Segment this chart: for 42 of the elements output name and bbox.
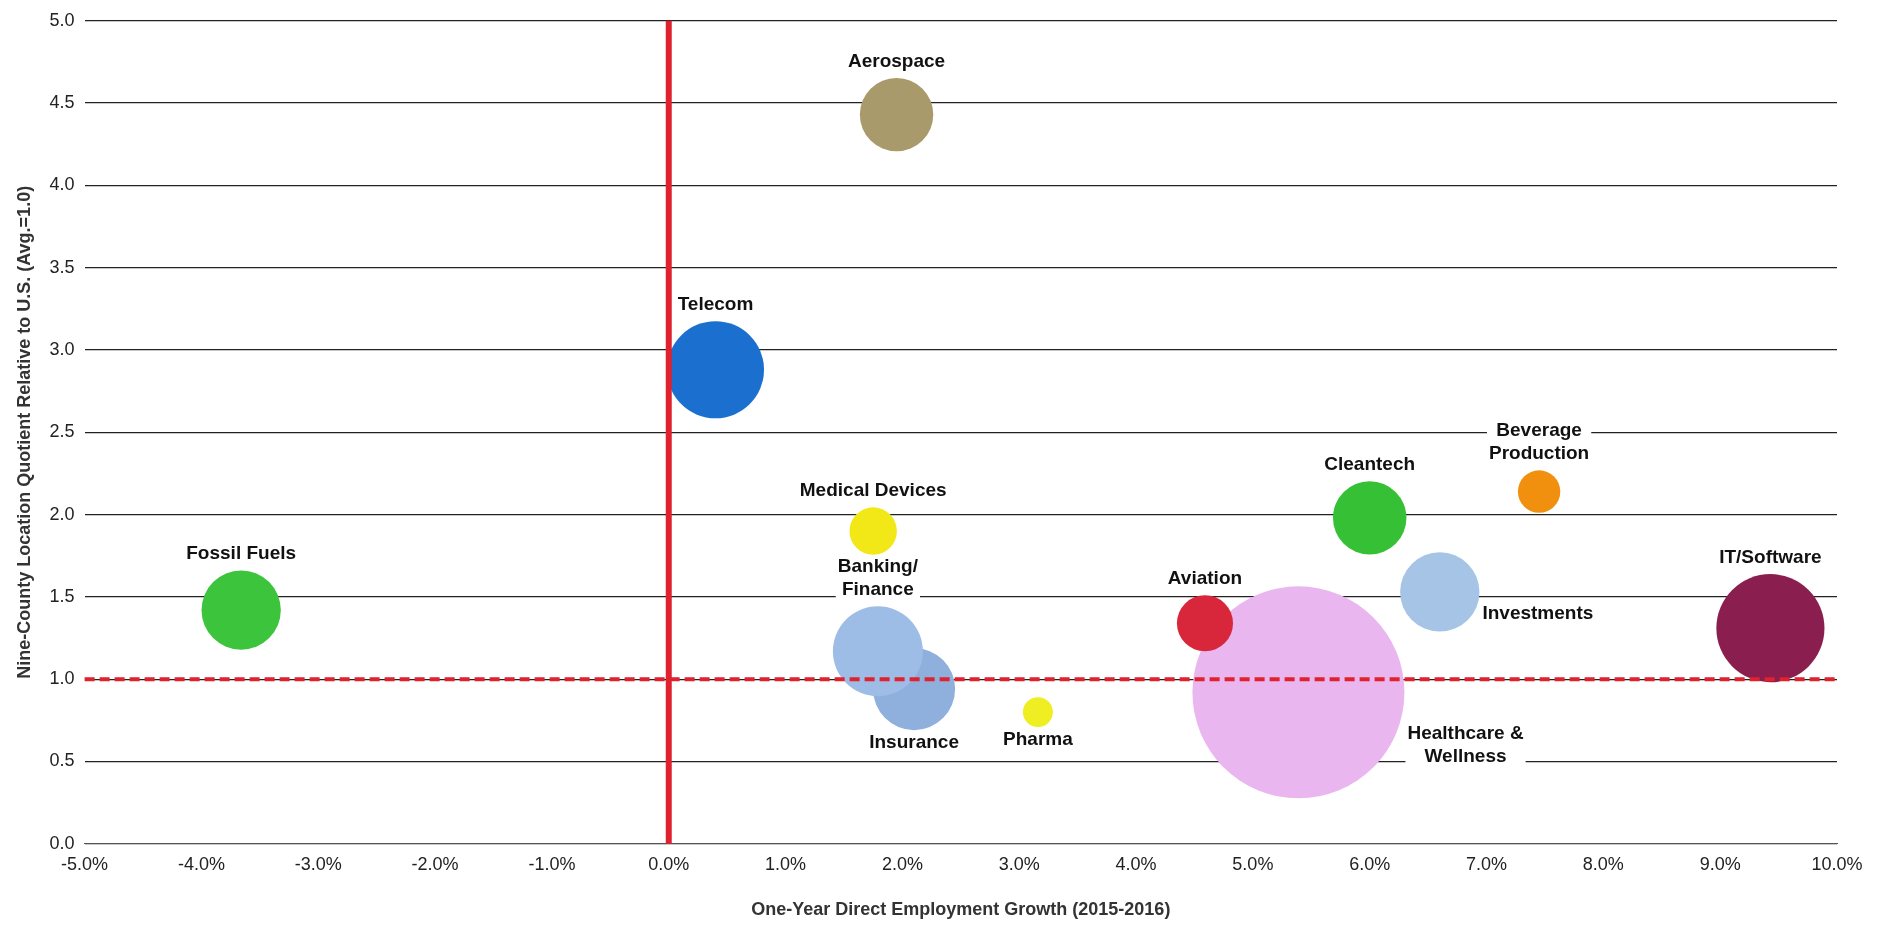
- series-label: Pharma: [1003, 727, 1074, 749]
- series-label: Aviation: [1167, 566, 1243, 588]
- x-tick-label: 8.0%: [1582, 853, 1624, 874]
- x-tick-label: 0.0%: [648, 853, 690, 874]
- y-tick-label: 3.5: [49, 256, 75, 277]
- x-tick-label: 10.0%: [1811, 853, 1863, 874]
- series-label: Banking/ Finance: [837, 554, 919, 599]
- y-tick-label: 0.0: [49, 832, 75, 853]
- series-label: Medical Devices: [799, 479, 947, 501]
- y-tick-label: 2.5: [49, 421, 75, 442]
- series-label: Investments: [1482, 601, 1594, 623]
- x-axis-title: One-Year Direct Employment Growth (2015-2016): [751, 899, 1171, 920]
- series-label: Healthcare & Wellness: [1407, 721, 1524, 766]
- series-label: Beverage Production: [1488, 419, 1590, 464]
- y-tick-label: 5.0: [49, 9, 75, 30]
- x-tick-label: 9.0%: [1699, 853, 1741, 874]
- series-label: Fossil Fuels: [186, 542, 297, 564]
- x-tick-label: 5.0%: [1232, 853, 1274, 874]
- x-tick-label: -5.0%: [61, 853, 109, 874]
- series-label: Telecom: [677, 292, 754, 314]
- y-tick-label: 4.0: [49, 174, 75, 195]
- series-label: Insurance: [869, 730, 959, 752]
- x-tick-label: -3.0%: [294, 853, 342, 874]
- y-tick-label: 3.0: [49, 338, 75, 359]
- x-tick-label: 7.0%: [1466, 853, 1508, 874]
- y-tick-label: 4.5: [49, 92, 75, 113]
- series-label: Aerospace: [847, 49, 946, 71]
- x-tick-label: 4.0%: [1115, 853, 1157, 874]
- y-axis-title: Nine-County Location Quotient Relative to U.S. (Avg.=1.0): [13, 185, 34, 679]
- x-tick-label: 2.0%: [881, 853, 923, 874]
- x-tick-label: -1.0%: [528, 853, 576, 874]
- y-tick-label: 0.5: [49, 750, 75, 771]
- x-tick-label: 6.0%: [1349, 853, 1391, 874]
- y-tick-label: 2.0: [49, 503, 75, 524]
- x-tick-label: -4.0%: [177, 853, 225, 874]
- series-label: Cleantech: [1324, 452, 1416, 474]
- y-tick-label: 1.0: [49, 668, 75, 689]
- series-label: IT/Software: [1719, 545, 1822, 567]
- x-tick-label: 3.0%: [998, 853, 1040, 874]
- x-tick-label: -2.0%: [411, 853, 459, 874]
- y-tick-label: 1.5: [49, 585, 75, 606]
- x-tick-label: 1.0%: [765, 853, 807, 874]
